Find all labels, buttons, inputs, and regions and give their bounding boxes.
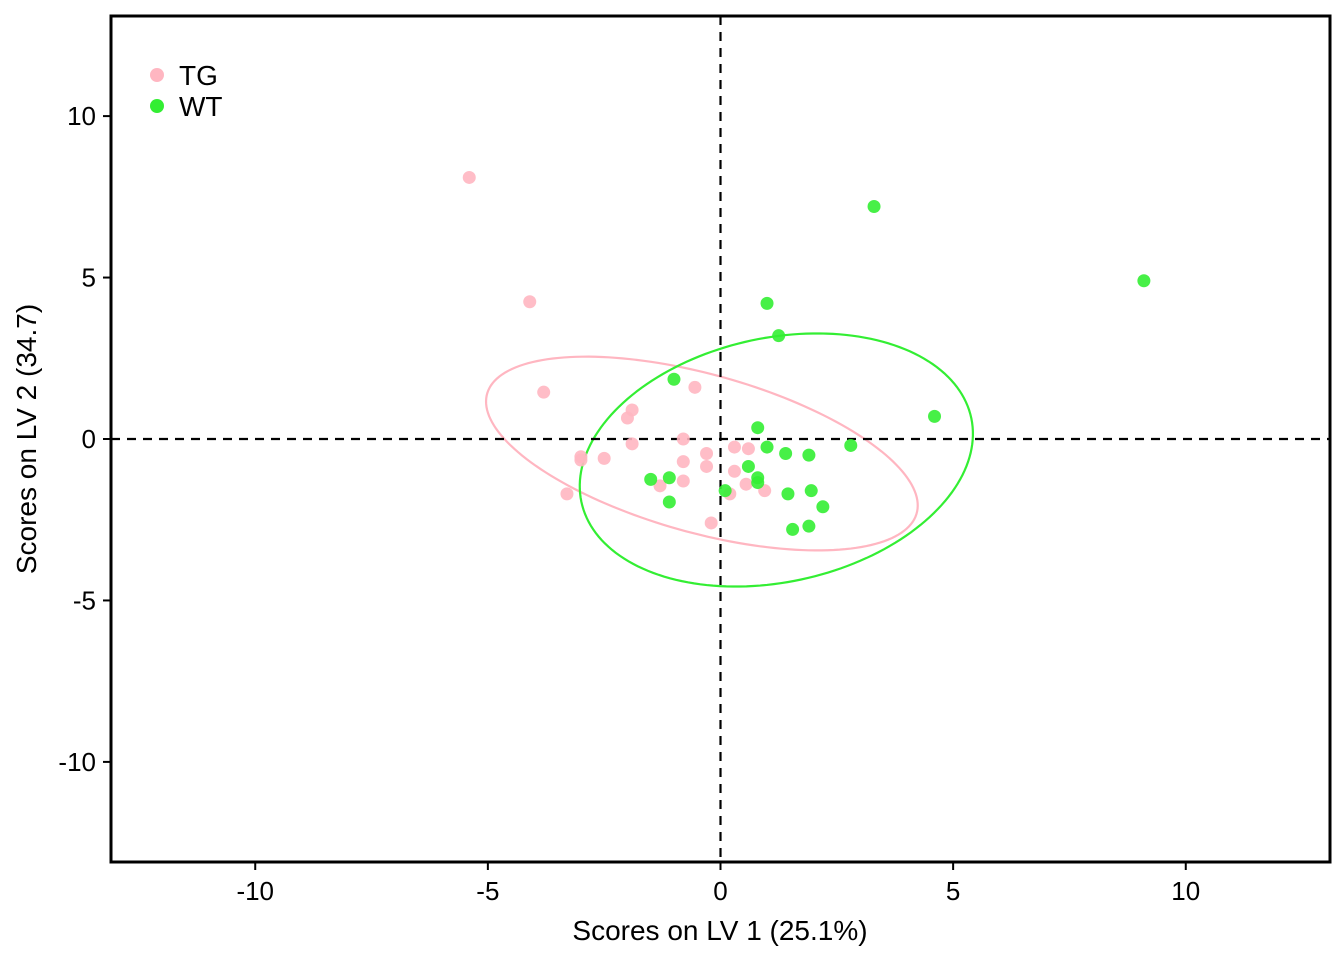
score-points: [462, 170, 1151, 536]
x-tick-labels: -10 -5 0 5 10: [236, 876, 1200, 906]
point-tg: [727, 464, 741, 478]
x-tick-label: -5: [476, 876, 499, 906]
point-tg: [597, 451, 611, 465]
legend-label-wt: WT: [179, 91, 223, 122]
y-tick-label: 0: [82, 424, 96, 454]
legend-label-tg: TG: [179, 60, 218, 91]
point-tg: [676, 455, 690, 469]
point-tg: [741, 442, 755, 456]
point-wt: [718, 484, 732, 498]
legend-marker-tg: [150, 68, 164, 82]
y-tick-labels: -10 -5 0 5 10: [58, 101, 96, 777]
point-wt: [867, 200, 881, 214]
point-tg: [537, 385, 551, 399]
point-wt: [786, 522, 800, 536]
point-wt: [662, 471, 676, 485]
point-wt: [781, 487, 795, 501]
point-wt: [772, 329, 786, 343]
point-tg: [625, 403, 639, 417]
point-wt: [928, 409, 942, 423]
reference-lines: [111, 16, 1330, 862]
legend-marker-wt: [150, 99, 164, 113]
point-tg: [653, 479, 667, 493]
point-tg: [688, 380, 702, 394]
point-wt: [667, 372, 681, 386]
y-tick-label: 10: [67, 101, 96, 131]
x-axis-title: Scores on LV 1 (25.1%): [572, 915, 867, 946]
point-tg: [523, 295, 537, 309]
point-tg: [700, 447, 714, 461]
point-wt: [844, 438, 858, 452]
point-wt: [751, 421, 765, 435]
point-wt: [804, 484, 818, 498]
point-wt: [1137, 274, 1151, 288]
y-tick-label: -5: [73, 585, 96, 615]
point-wt: [644, 472, 658, 486]
x-tick-label: 5: [946, 876, 960, 906]
point-wt: [760, 296, 774, 310]
point-wt: [662, 495, 676, 509]
point-tg: [704, 516, 718, 530]
x-tick-label: -10: [236, 876, 274, 906]
point-wt: [751, 476, 765, 490]
y-axis-title: Scores on LV 2 (34.7): [11, 304, 42, 574]
point-tg: [739, 477, 753, 491]
point-tg: [560, 487, 574, 501]
point-tg: [462, 170, 476, 184]
point-wt: [802, 519, 816, 533]
point-wt: [802, 448, 816, 462]
x-tick-label: 10: [1171, 876, 1200, 906]
x-tick-label: 0: [713, 876, 727, 906]
y-tick-label: -10: [58, 747, 96, 777]
point-wt: [760, 440, 774, 454]
axis-ticks: [103, 115, 1187, 870]
ellipse-tg: [484, 355, 919, 552]
point-tg: [700, 459, 714, 473]
point-wt: [816, 500, 830, 514]
point-wt: [779, 447, 793, 461]
point-tg: [727, 440, 741, 454]
point-tg: [676, 474, 690, 488]
y-tick-label: 5: [82, 263, 96, 293]
point-wt: [741, 459, 755, 473]
point-tg: [625, 437, 639, 451]
point-tg: [676, 432, 690, 446]
point-tg: [574, 453, 588, 467]
